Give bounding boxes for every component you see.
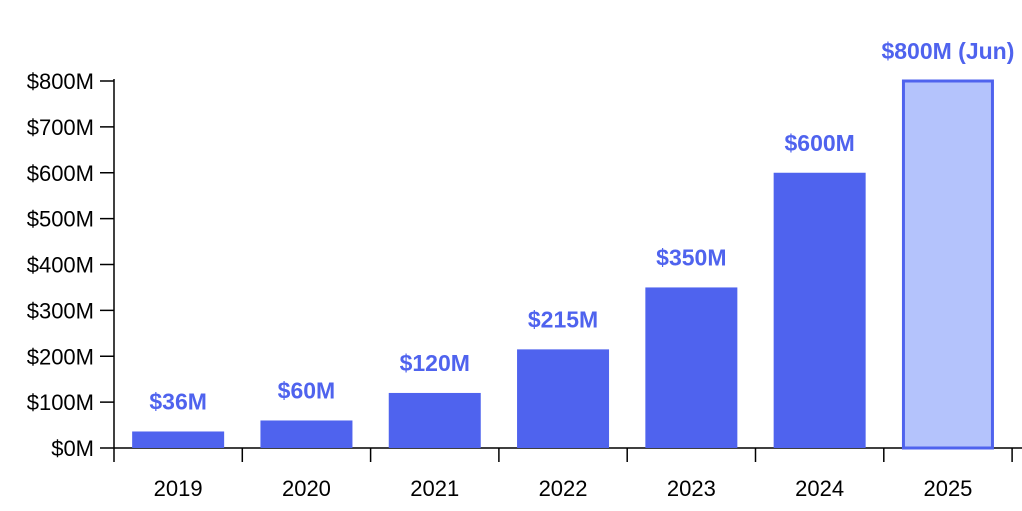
y-tick-label: $0M [51,436,94,461]
y-tick-label: $500M [27,207,94,232]
x-tick-label: 2023 [667,476,716,501]
x-tick-label: 2024 [795,476,844,501]
y-tick-label: $700M [27,115,94,140]
y-tick-label: $300M [27,298,94,323]
y-tick-label: $400M [27,253,94,278]
bars [132,79,994,450]
x-tick-label: 2021 [410,476,459,501]
y-tick-label: $100M [27,390,94,415]
y-axis: $0M $100M $200M $300M $400M $500M $600M $700M $8… [27,69,115,461]
bar-value-label: $215M [528,306,598,332]
x-tick-label: 2022 [539,476,588,501]
bar-value-label: $350M [656,244,726,270]
bar [388,392,481,448]
x-axis-ticks: 2019 2020 2021 2022 2023 2024 2025 [113,448,1013,501]
bar [517,349,610,448]
bar-value-label: $800M (Jun) [881,38,1014,64]
bar-value-label: $120M [400,350,470,376]
data-labels: $36M $60M $120M $215M $350M $600M $800M (Jun) [149,38,1014,414]
bar-value-label: $60M [278,377,336,403]
bar-value-label: $36M [149,388,207,414]
bar-value-label: $600M [784,130,854,156]
bar [132,431,225,448]
x-tick-label: 2025 [923,476,972,501]
y-tick-label: $800M [27,69,94,94]
x-tick-label: 2019 [154,476,203,501]
y-tick-label: $200M [27,344,94,369]
bar [773,172,866,448]
x-axis: 2019 2020 2021 2022 2023 2024 2025 [113,447,1022,501]
bar [260,420,353,448]
bar [645,287,738,448]
x-tick-label: 2020 [282,476,331,501]
bar-highlighted [901,79,994,450]
y-tick-label: $600M [27,161,94,186]
y-axis-ticks: $0M $100M $200M $300M $400M $500M $600M $700M $8… [27,69,114,461]
